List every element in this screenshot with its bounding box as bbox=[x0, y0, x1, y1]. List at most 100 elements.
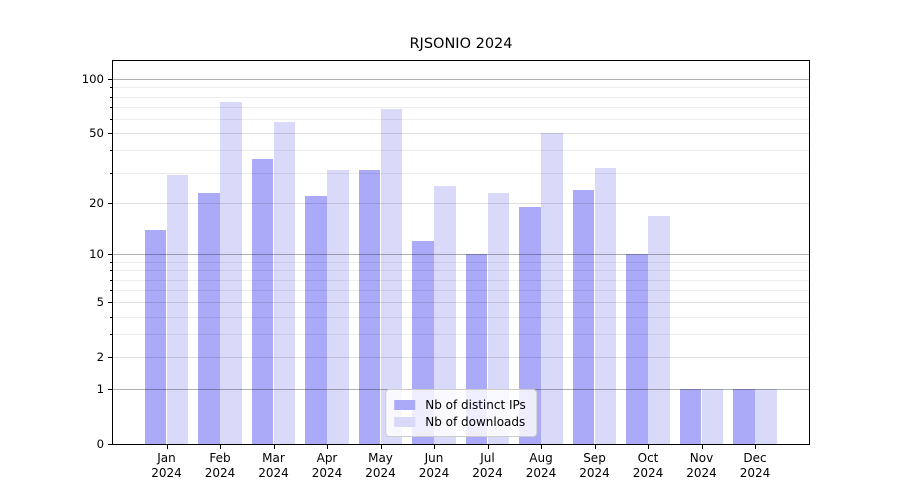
legend-item-downloads: Nb of downloads bbox=[394, 413, 526, 430]
y-minortick-6 bbox=[109, 290, 112, 292]
y-minortick-5 bbox=[109, 302, 112, 304]
y-tick-label-2: 2 bbox=[96, 350, 104, 365]
y-tick-10 bbox=[108, 254, 112, 256]
gridline-y-4 bbox=[113, 316, 809, 318]
x-tick-mar bbox=[273, 445, 275, 449]
bar-ips-mar bbox=[251, 158, 274, 444]
bar-downloads-jul bbox=[487, 192, 510, 444]
bar-ips-jan bbox=[144, 229, 167, 444]
x-tick-aug bbox=[541, 445, 542, 449]
gridline-y-20 bbox=[113, 203, 809, 205]
x-tick-jun bbox=[434, 445, 435, 449]
gridline-y-9 bbox=[113, 261, 809, 263]
bar-downloads-mar bbox=[273, 121, 296, 444]
x-tick-may bbox=[380, 445, 382, 449]
y-minortick-20 bbox=[109, 203, 112, 205]
y-tick-label-20: 20 bbox=[89, 196, 104, 211]
y-tick-100 bbox=[108, 79, 112, 81]
y-minortick-60 bbox=[109, 119, 112, 120]
legend-label-distinct-ips: Nb of distinct IPs bbox=[425, 397, 526, 412]
gridline-y-6 bbox=[113, 290, 809, 292]
y-tick-label-5: 5 bbox=[96, 295, 104, 310]
bar-downloads-aug bbox=[541, 133, 563, 444]
legend-label-downloads: Nb of downloads bbox=[425, 414, 526, 429]
bar-ips-nov bbox=[679, 389, 702, 444]
y-minortick-90 bbox=[109, 87, 112, 89]
x-tick-label-jul: Jul 2024 bbox=[472, 451, 503, 480]
gridline-y-40 bbox=[113, 150, 809, 152]
x-tick-label-mar: Mar 2024 bbox=[258, 451, 289, 480]
x-tick-apr bbox=[327, 445, 328, 449]
x-tick-oct bbox=[648, 445, 649, 449]
gridline-y-2 bbox=[113, 357, 809, 359]
y-minortick-30 bbox=[109, 172, 112, 174]
bar-downloads-jun bbox=[434, 186, 456, 444]
y-tick-label-50: 50 bbox=[89, 126, 104, 141]
gridline-y-10 bbox=[113, 254, 809, 256]
x-tick-label-feb: Feb 2024 bbox=[204, 451, 236, 480]
plot-area: Nb of distinct IPs Nb of downloads bbox=[112, 60, 810, 445]
bar-downloads-feb bbox=[220, 101, 242, 444]
bar-downloads-jan bbox=[166, 175, 189, 444]
y-minortick-3 bbox=[109, 334, 112, 336]
y-tick-1 bbox=[108, 389, 112, 391]
y-minortick-9 bbox=[109, 261, 112, 263]
bar-downloads-may bbox=[380, 109, 403, 444]
y-tick-label-0: 0 bbox=[96, 437, 104, 451]
x-tick-label-may: May 2024 bbox=[365, 451, 396, 480]
y-minortick-70 bbox=[109, 107, 112, 108]
gridline-y-80 bbox=[113, 96, 809, 98]
x-tick-label-oct: Oct 2024 bbox=[632, 451, 664, 480]
y-minortick-7 bbox=[109, 279, 112, 281]
x-tick-label-nov: Nov 2024 bbox=[686, 451, 717, 480]
y-tick-label-10: 10 bbox=[89, 247, 104, 262]
y-minortick-40 bbox=[109, 150, 112, 152]
bar-downloads-sep bbox=[594, 167, 617, 444]
y-minortick-50 bbox=[109, 133, 112, 135]
x-tick-jul bbox=[487, 445, 489, 449]
y-tick-label-100: 100 bbox=[81, 72, 104, 87]
y-tick-0 bbox=[108, 444, 112, 445]
gridline-y-60 bbox=[113, 119, 809, 120]
x-tick-label-aug: Aug 2024 bbox=[525, 451, 557, 480]
x-tick-label-dec: Dec 2024 bbox=[739, 451, 771, 480]
gridline-y-90 bbox=[113, 87, 809, 89]
bar-ips-sep bbox=[572, 189, 595, 444]
gridline-y-3 bbox=[113, 334, 809, 336]
y-minortick-8 bbox=[109, 270, 112, 272]
y-minortick-2 bbox=[109, 357, 112, 359]
bar-ips-dec bbox=[733, 389, 755, 444]
x-tick-label-jun: Jun 2024 bbox=[418, 451, 450, 480]
legend-swatch-downloads bbox=[394, 416, 416, 427]
gridline-y-50 bbox=[113, 133, 809, 135]
legend-item-distinct-ips: Nb of distinct IPs bbox=[394, 396, 526, 413]
gridline-y-8 bbox=[113, 270, 809, 272]
x-tick-feb bbox=[220, 445, 221, 449]
bar-downloads-oct bbox=[648, 215, 670, 444]
gridline-y-7 bbox=[113, 279, 809, 281]
bar-downloads-dec bbox=[755, 389, 777, 444]
bar-ips-oct bbox=[626, 254, 648, 444]
y-minortick-80 bbox=[109, 96, 112, 98]
x-tick-jan bbox=[166, 445, 168, 449]
bar-downloads-nov bbox=[701, 389, 724, 444]
chart-title: RJSONIO 2024 bbox=[409, 36, 513, 52]
x-tick-sep bbox=[594, 445, 596, 449]
bar-ips-feb bbox=[198, 192, 220, 444]
legend-swatch-distinct-ips bbox=[394, 399, 416, 410]
legend: Nb of distinct IPs Nb of downloads bbox=[385, 389, 537, 437]
gridline-y-30 bbox=[113, 172, 809, 174]
gridline-y-70 bbox=[113, 107, 809, 108]
bar-ips-apr bbox=[305, 196, 327, 444]
x-tick-nov bbox=[701, 445, 703, 449]
y-minortick-4 bbox=[109, 316, 112, 318]
x-tick-label-jan: Jan 2024 bbox=[151, 451, 182, 480]
y-tick-label-1: 1 bbox=[96, 382, 104, 397]
bar-ips-aug bbox=[519, 207, 541, 444]
x-tick-label-sep: Sep 2024 bbox=[579, 451, 610, 480]
gridline-y-100 bbox=[113, 79, 809, 81]
bar-ips-may bbox=[358, 170, 381, 444]
x-tick-dec bbox=[755, 445, 756, 449]
gridline-y-5 bbox=[113, 302, 809, 304]
